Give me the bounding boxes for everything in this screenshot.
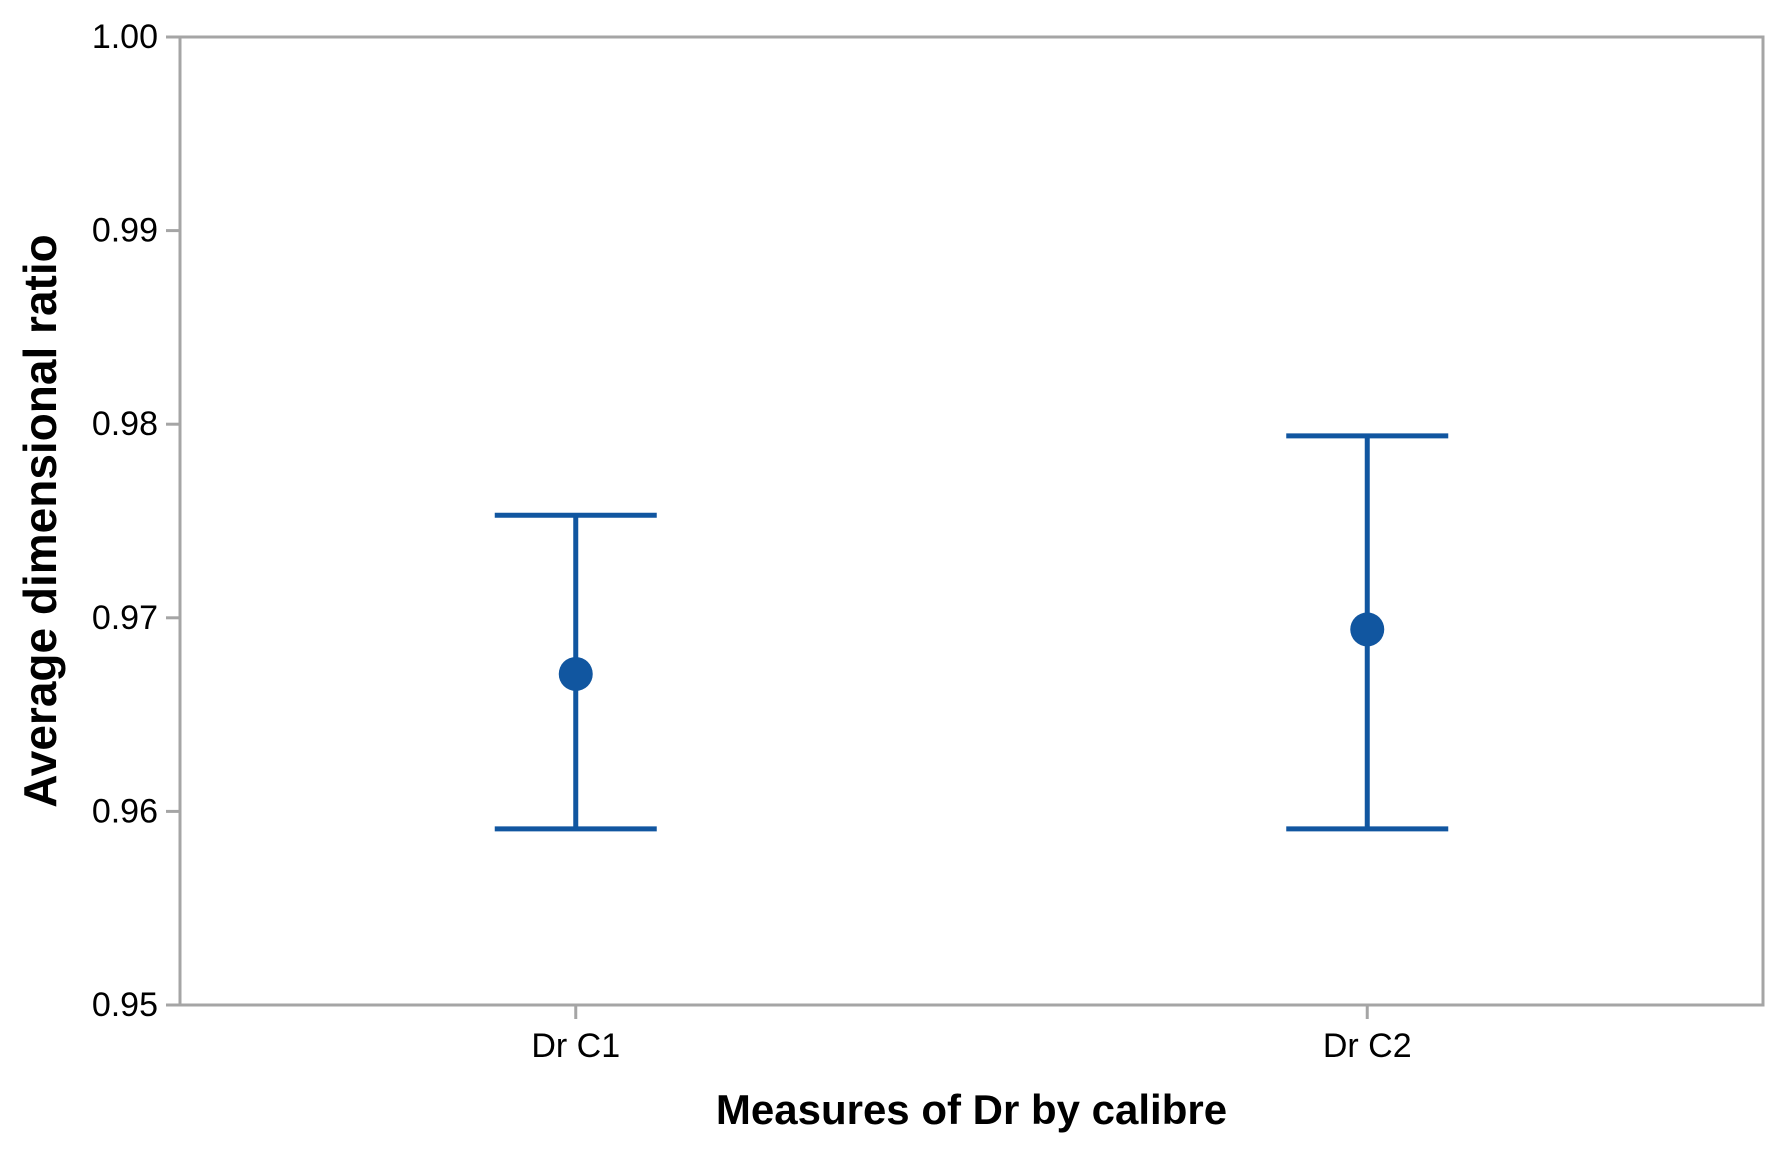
y-tick-label: 0.96	[92, 792, 158, 830]
x-axis-title: Measures of Dr by calibre	[715, 1086, 1228, 1133]
mean-marker-dr-c1	[558, 656, 593, 691]
y-axis-title: Average dimensional ratio	[14, 234, 66, 808]
plot-frame	[178, 35, 1765, 1007]
y-tick-label: 0.99	[92, 212, 158, 250]
y-tick-label: 0.98	[92, 405, 158, 443]
y-tick-label: 1.00	[92, 18, 158, 56]
x-category-label: Dr C1	[531, 1027, 620, 1065]
y-tick-label: 0.97	[92, 599, 158, 637]
mean-marker-dr-c2	[1350, 612, 1385, 647]
y-tick-label: 0.95	[92, 986, 158, 1024]
x-category-label: Dr C2	[1323, 1027, 1412, 1065]
